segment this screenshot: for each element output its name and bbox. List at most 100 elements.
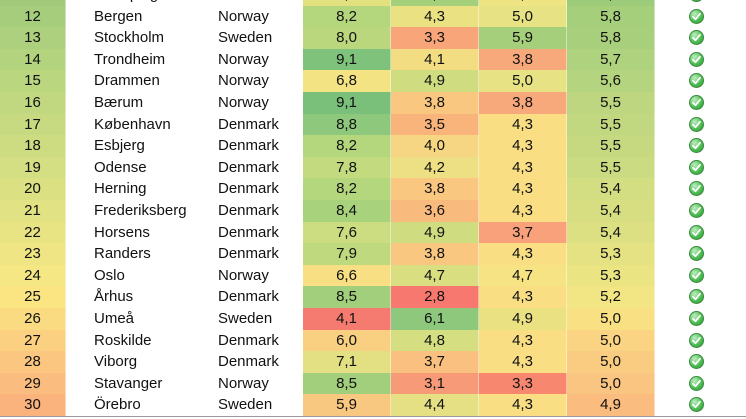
country-cell[interactable]: Norway: [218, 72, 269, 90]
score-3-cell[interactable]: 3,3: [479, 372, 567, 395]
rank-cell[interactable]: 29: [0, 372, 66, 395]
score-2-cell[interactable]: 4,9: [391, 221, 479, 244]
status-cell[interactable]: [655, 394, 746, 416]
rank-cell[interactable]: 17: [0, 113, 66, 136]
country-cell[interactable]: Denmark: [218, 331, 279, 349]
status-cell[interactable]: [655, 308, 746, 330]
total-score-cell[interactable]: 5,3: [567, 243, 655, 265]
score-1-cell[interactable]: 6,6: [303, 264, 391, 287]
score-3-cell[interactable]: 5,0: [479, 5, 567, 28]
status-cell[interactable]: [655, 70, 746, 92]
total-score-cell[interactable]: 5,0: [567, 329, 655, 352]
score-1-cell[interactable]: 8,2: [303, 5, 391, 28]
country-cell[interactable]: Sweden: [218, 29, 273, 47]
score-1-cell[interactable]: 7,6: [303, 221, 391, 244]
score-1-cell[interactable]: 7,9: [303, 243, 391, 265]
rank-cell[interactable]: 28: [0, 351, 66, 373]
status-cell[interactable]: [655, 222, 746, 244]
rank-cell[interactable]: 22: [0, 221, 66, 244]
total-score-cell[interactable]: 5,0: [567, 351, 655, 373]
status-cell[interactable]: [655, 243, 746, 265]
total-score-cell[interactable]: 5,8: [567, 27, 655, 49]
score-2-cell[interactable]: 3,8: [391, 91, 479, 114]
status-cell[interactable]: [655, 157, 746, 179]
total-score-cell[interactable]: 5,5: [567, 91, 655, 114]
score-2-cell[interactable]: 4,6: [391, 0, 479, 6]
score-2-cell[interactable]: 4,1: [391, 48, 479, 71]
score-1-cell[interactable]: 7,8: [303, 156, 391, 179]
status-cell[interactable]: [655, 265, 746, 287]
status-cell[interactable]: [655, 6, 746, 28]
total-score-cell[interactable]: 5,5: [567, 135, 655, 157]
rank-cell[interactable]: 11: [0, 0, 66, 6]
country-cell[interactable]: Sweden: [218, 396, 273, 414]
city-cell[interactable]: Herning: [94, 180, 147, 198]
country-cell[interactable]: Norway: [218, 374, 269, 392]
country-cell[interactable]: Denmark: [218, 245, 279, 263]
status-cell[interactable]: [655, 286, 746, 308]
score-1-cell[interactable]: 4,1: [303, 307, 391, 330]
score-2-cell[interactable]: 3,6: [391, 199, 479, 222]
score-3-cell[interactable]: 4,3: [479, 156, 567, 179]
country-cell[interactable]: Denmark: [218, 137, 279, 155]
city-cell[interactable]: Stavanger: [94, 374, 163, 392]
score-1-cell[interactable]: 9,1: [303, 48, 391, 71]
total-score-cell[interactable]: 5,7: [567, 48, 655, 71]
city-cell[interactable]: Roskilde: [94, 331, 152, 349]
country-cell[interactable]: Denmark: [218, 158, 279, 176]
score-3-cell[interactable]: 4,3: [479, 178, 567, 200]
score-3-cell[interactable]: 4,8: [479, 0, 567, 6]
total-score-cell[interactable]: 5,5: [567, 113, 655, 136]
status-cell[interactable]: [655, 178, 746, 200]
city-cell[interactable]: Randers: [94, 245, 151, 263]
score-3-cell[interactable]: 4,3: [479, 113, 567, 136]
score-2-cell[interactable]: 3,3: [391, 27, 479, 49]
total-score-cell[interactable]: 5,3: [567, 264, 655, 287]
score-2-cell[interactable]: 3,8: [391, 243, 479, 265]
status-cell[interactable]: [655, 373, 746, 395]
rank-cell[interactable]: 18: [0, 135, 66, 157]
score-2-cell[interactable]: 3,7: [391, 351, 479, 373]
city-cell[interactable]: Bærum: [94, 93, 144, 111]
city-cell[interactable]: Linköping: [66, 0, 218, 6]
total-score-cell[interactable]: 5,0: [567, 372, 655, 395]
rank-cell[interactable]: 15: [0, 70, 66, 92]
city-cell[interactable]: Frederiksberg: [94, 201, 187, 219]
score-1-cell[interactable]: 8,2: [303, 178, 391, 200]
rank-cell[interactable]: 19: [0, 156, 66, 179]
score-3-cell[interactable]: 4,3: [479, 243, 567, 265]
country-cell[interactable]: Sweden: [218, 0, 303, 6]
country-cell[interactable]: Denmark: [218, 115, 279, 133]
country-cell[interactable]: Norway: [218, 7, 269, 25]
score-2-cell[interactable]: 4,0: [391, 135, 479, 157]
city-cell[interactable]: Viborg: [94, 353, 138, 371]
city-cell[interactable]: Umeå: [94, 309, 135, 327]
rank-cell[interactable]: 25: [0, 286, 66, 308]
score-2-cell[interactable]: 4,9: [391, 70, 479, 92]
rank-cell[interactable]: 23: [0, 243, 66, 265]
city-cell[interactable]: Örebro: [94, 396, 141, 414]
score-2-cell[interactable]: 2,8: [391, 286, 479, 308]
status-cell[interactable]: [655, 200, 746, 222]
rank-cell[interactable]: 27: [0, 329, 66, 352]
score-1-cell[interactable]: 8,2: [303, 135, 391, 157]
rank-cell[interactable]: 13: [0, 27, 66, 49]
city-cell[interactable]: Drammen: [94, 72, 160, 90]
score-2-cell[interactable]: 4,4: [391, 394, 479, 416]
status-cell[interactable]: [655, 135, 746, 157]
country-cell[interactable]: Norway: [218, 93, 269, 111]
total-score-cell[interactable]: 5,8: [567, 0, 655, 6]
total-score-cell[interactable]: 4,9: [567, 394, 655, 416]
rank-cell[interactable]: 26: [0, 307, 66, 330]
country-cell[interactable]: Sweden: [218, 309, 273, 327]
score-2-cell[interactable]: 4,3: [391, 5, 479, 28]
score-1-cell[interactable]: 7,3: [303, 0, 391, 6]
city-cell[interactable]: Stockholm: [94, 29, 165, 47]
score-3-cell[interactable]: 4,7: [479, 264, 567, 287]
score-3-cell[interactable]: 3,8: [479, 48, 567, 71]
score-1-cell[interactable]: 5,9: [303, 394, 391, 416]
score-3-cell[interactable]: 4,3: [479, 351, 567, 373]
score-3-cell[interactable]: 5,9: [479, 27, 567, 49]
total-score-cell[interactable]: 5,5: [567, 156, 655, 179]
country-cell[interactable]: Norway: [218, 50, 269, 68]
